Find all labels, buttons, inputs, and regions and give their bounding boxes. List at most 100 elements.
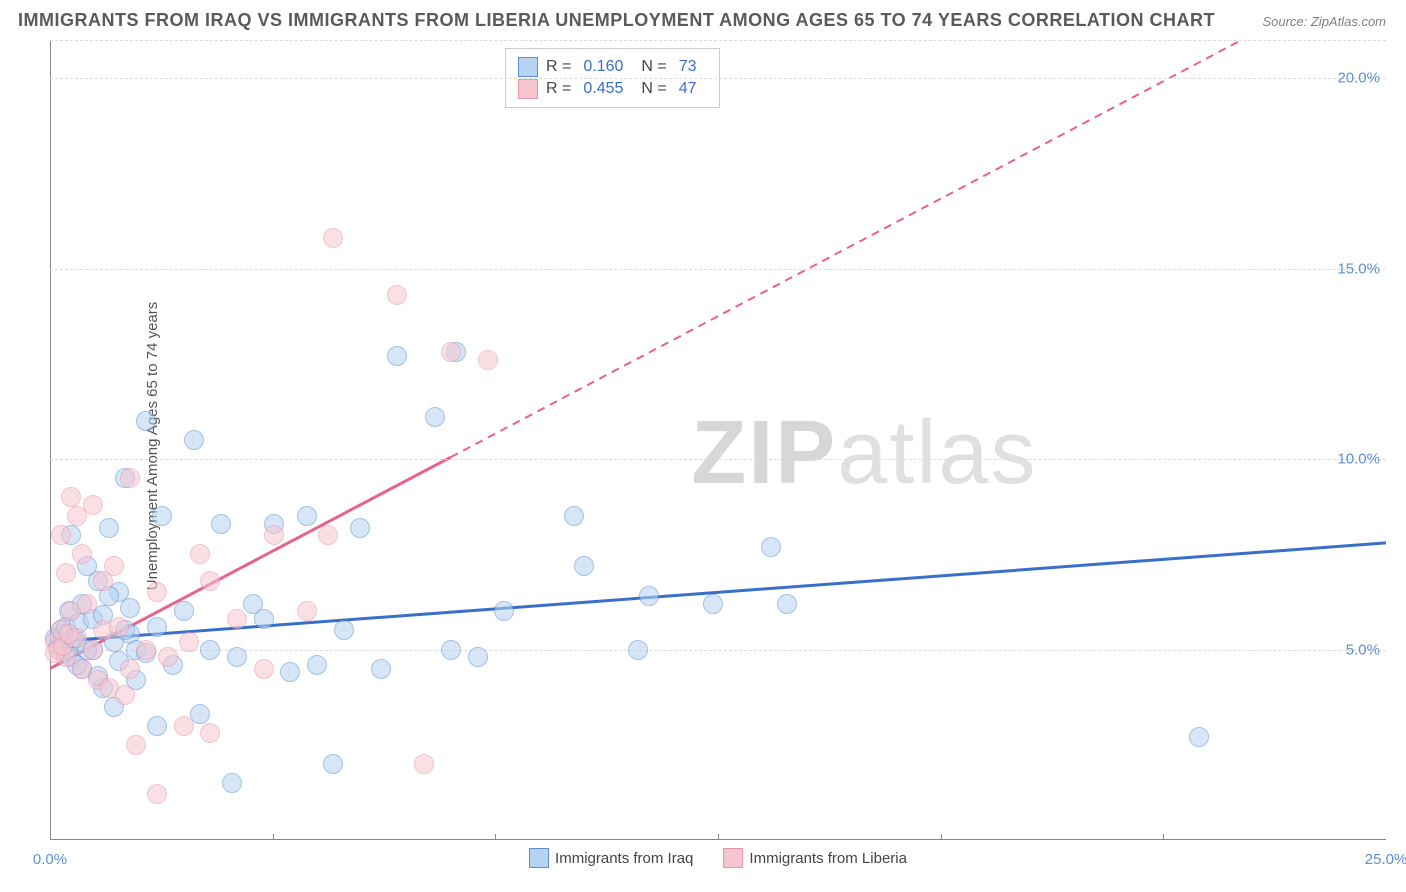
- data-point: [136, 411, 156, 431]
- x-tick-label: 25.0%: [1365, 851, 1406, 868]
- data-point: [307, 655, 327, 675]
- x-minor-tick: [941, 834, 942, 840]
- data-point: [120, 659, 140, 679]
- data-point: [280, 662, 300, 682]
- r-value: 0.455: [583, 80, 623, 98]
- data-point: [174, 716, 194, 736]
- data-point: [158, 647, 178, 667]
- y-tick-label: 10.0%: [1337, 451, 1380, 468]
- data-point: [83, 495, 103, 515]
- legend-row: R = 0.160 N = 73: [518, 57, 707, 77]
- data-point: [126, 735, 146, 755]
- data-point: [1189, 727, 1209, 747]
- x-minor-tick: [495, 834, 496, 840]
- data-point: [468, 647, 488, 667]
- data-point: [350, 518, 370, 538]
- data-point: [494, 601, 514, 621]
- x-minor-tick: [273, 834, 274, 840]
- n-label: N =: [641, 58, 666, 76]
- data-point: [297, 506, 317, 526]
- data-point: [334, 620, 354, 640]
- series-name: Immigrants from Liberia: [749, 850, 907, 867]
- x-minor-tick: [718, 834, 719, 840]
- data-point: [72, 544, 92, 564]
- data-point: [136, 640, 156, 660]
- series-legend: Immigrants from Iraq Immigrants from Libe…: [529, 848, 907, 868]
- data-point: [120, 598, 140, 618]
- gridline: [50, 78, 1386, 79]
- chart-title: IMMIGRANTS FROM IRAQ VS IMMIGRANTS FROM …: [18, 10, 1215, 31]
- trend-lines: [50, 40, 1386, 840]
- data-point: [152, 506, 172, 526]
- y-tick-label: 15.0%: [1337, 260, 1380, 277]
- r-value: 0.160: [583, 58, 623, 76]
- data-point: [120, 468, 140, 488]
- data-point: [147, 582, 167, 602]
- data-point: [200, 723, 220, 743]
- data-point: [83, 640, 103, 660]
- data-point: [441, 342, 461, 362]
- data-point: [414, 754, 434, 774]
- data-point: [77, 594, 97, 614]
- legend-item: Immigrants from Liberia: [723, 848, 907, 868]
- data-point: [59, 624, 79, 644]
- gridline: [50, 650, 1386, 651]
- data-point: [387, 346, 407, 366]
- n-value: 47: [679, 80, 697, 98]
- data-point: [61, 487, 81, 507]
- data-point: [99, 518, 119, 538]
- data-point: [190, 544, 210, 564]
- data-point: [574, 556, 594, 576]
- data-point: [227, 647, 247, 667]
- data-point: [211, 514, 231, 534]
- data-point: [227, 609, 247, 629]
- data-point: [478, 350, 498, 370]
- data-point: [179, 632, 199, 652]
- legend-swatch: [529, 848, 549, 868]
- data-point: [254, 659, 274, 679]
- data-point: [318, 525, 338, 545]
- data-point: [254, 609, 274, 629]
- data-point: [200, 571, 220, 591]
- data-point: [564, 506, 584, 526]
- x-tick-label: 0.0%: [33, 851, 67, 868]
- gridline: [50, 269, 1386, 270]
- data-point: [323, 754, 343, 774]
- legend-swatch: [518, 57, 538, 77]
- series-name: Immigrants from Iraq: [555, 850, 693, 867]
- gridline: [50, 40, 1386, 41]
- y-tick-label: 5.0%: [1346, 641, 1380, 658]
- data-point: [174, 601, 194, 621]
- data-point: [425, 407, 445, 427]
- data-point: [703, 594, 723, 614]
- data-point: [264, 525, 284, 545]
- data-point: [147, 716, 167, 736]
- data-point: [441, 640, 461, 660]
- r-label: R =: [546, 58, 571, 76]
- legend-row: R =0.455N =47: [518, 79, 707, 99]
- watermark-bold: ZIP: [691, 403, 837, 503]
- data-point: [104, 556, 124, 576]
- data-point: [387, 285, 407, 305]
- source-attribution: Source: ZipAtlas.com: [1262, 14, 1386, 29]
- data-point: [109, 617, 129, 637]
- data-point: [761, 537, 781, 557]
- data-point: [297, 601, 317, 621]
- legend-swatch: [518, 79, 538, 99]
- x-minor-tick: [1163, 834, 1164, 840]
- data-point: [777, 594, 797, 614]
- data-point: [628, 640, 648, 660]
- n-value: 73: [679, 58, 697, 76]
- data-point: [222, 773, 242, 793]
- watermark-rest: atlas: [837, 403, 1037, 503]
- n-label: N =: [641, 80, 666, 98]
- y-axis-line: [50, 40, 51, 840]
- data-point: [147, 784, 167, 804]
- data-point: [371, 659, 391, 679]
- legend-swatch: [723, 848, 743, 868]
- scatter-plot-area: ZIPatlas R =0.160N =73R =0.455N =47 Immi…: [50, 40, 1386, 840]
- gridline: [50, 459, 1386, 460]
- data-point: [115, 685, 135, 705]
- watermark: ZIPatlas: [691, 402, 1037, 505]
- data-point: [184, 430, 204, 450]
